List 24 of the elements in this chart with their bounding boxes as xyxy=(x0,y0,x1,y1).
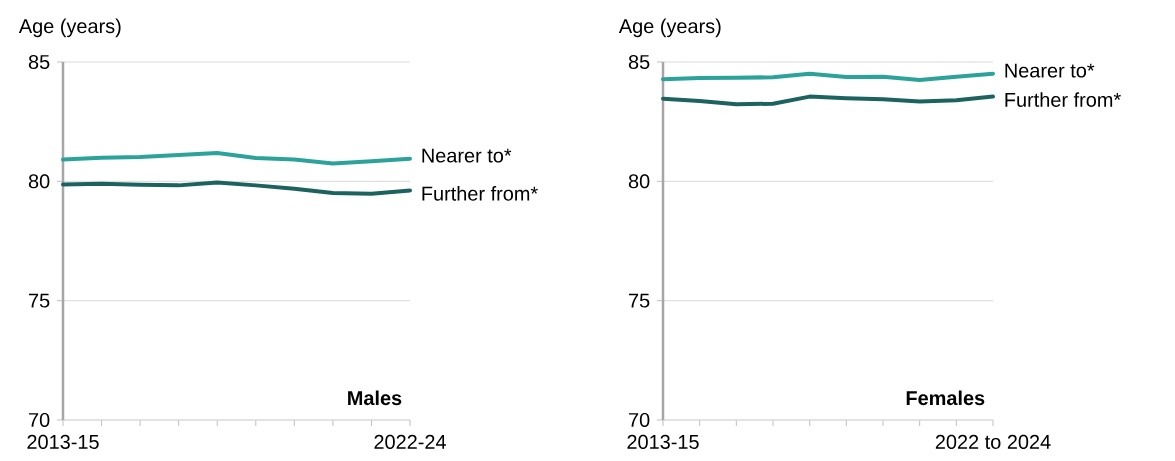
y-axis-title: Age (years) xyxy=(18,18,121,38)
annotation: Males xyxy=(348,390,402,406)
annotation: Females xyxy=(906,390,985,406)
series-label: Further from* xyxy=(422,186,538,201)
line-series xyxy=(61,150,412,166)
x-tick-label: 2013-15 xyxy=(627,434,699,449)
y-tick-label: 70 xyxy=(629,412,650,428)
y-tick-label: 85 xyxy=(28,54,50,70)
y-tick-label: 75 xyxy=(29,293,50,308)
y-tick-label: 85 xyxy=(628,54,650,70)
x-tick-label: 2013-15 xyxy=(27,434,99,449)
y-tick-label: 80 xyxy=(28,174,50,189)
y-tick-label: 70 xyxy=(29,412,50,428)
x-tick-label: 2022 to 2024 xyxy=(935,434,1051,449)
line-series xyxy=(661,94,995,107)
x-tick-label: 2022-24 xyxy=(374,434,446,449)
series-label: Nearer to* xyxy=(1005,63,1095,78)
y-tick-label: 75 xyxy=(629,293,650,308)
y-tick-label: 80 xyxy=(628,174,650,189)
series-label: Nearer to* xyxy=(422,148,512,163)
line-series xyxy=(661,71,995,82)
series-label: Further from* xyxy=(1005,92,1121,107)
y-axis-title: Age (years) xyxy=(618,18,721,38)
line-series xyxy=(61,180,412,196)
